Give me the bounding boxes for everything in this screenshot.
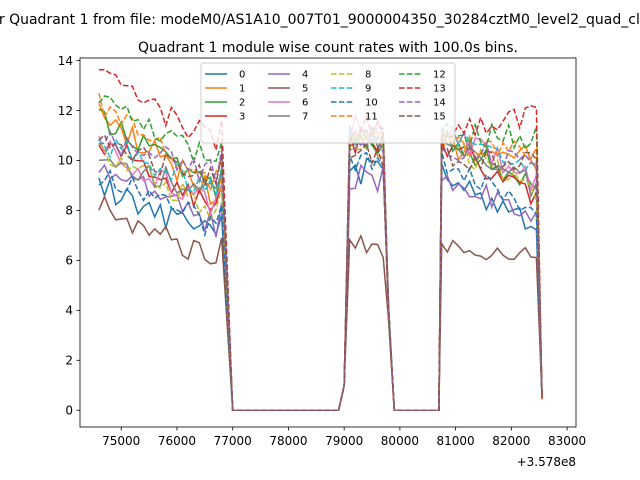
x-offset-label: +3.578e8: [517, 455, 576, 469]
legend-label-5: 5: [302, 84, 308, 95]
legend-label-11: 11: [365, 112, 378, 123]
legend-label-13: 13: [433, 84, 446, 95]
chart-title: Quadrant 1 module wise count rates with …: [138, 40, 518, 56]
series-line-11: [98, 92, 543, 412]
y-tick-label: 12: [58, 104, 73, 118]
series-layer: [98, 68, 543, 412]
legend-box: [200, 62, 456, 144]
legend-label-8: 8: [365, 70, 371, 81]
legend-label-10: 10: [365, 98, 378, 109]
x-tick-label: 79000: [325, 434, 363, 448]
legend-label-12: 12: [433, 70, 446, 81]
figure-suptitle: Plots for Quadrant 1 from file: modeM0/A…: [0, 12, 640, 28]
axes-frame: [79, 57, 577, 428]
x-tick-label: 83000: [548, 434, 586, 448]
x-axis: 75000 76000 77000 78000 79000 80000 81000 82000…: [102, 427, 586, 448]
legend-label-4: 4: [302, 70, 308, 81]
series-line-14: [98, 129, 543, 412]
legend-label-6: 6: [302, 98, 308, 109]
legend-label-14: 14: [433, 98, 446, 109]
x-tick-label: 76000: [158, 434, 196, 448]
x-tick-label: 75000: [102, 434, 140, 448]
y-axis: 0 2 4 6 8 10 12 14: [58, 54, 80, 418]
y-tick-label: 0: [65, 404, 73, 418]
x-tick-label: 78000: [269, 434, 307, 448]
x-tick-label: 81000: [437, 434, 475, 448]
y-tick-label: 8: [65, 204, 73, 218]
legend-label-9: 9: [365, 84, 371, 95]
y-tick-label: 6: [65, 254, 73, 268]
y-tick-label: 14: [58, 54, 73, 68]
x-tick-label: 77000: [214, 434, 252, 448]
x-tick-label: 80000: [381, 434, 419, 448]
y-tick-label: 2: [65, 354, 73, 368]
y-tick-label: 4: [65, 304, 73, 318]
legend-label-7: 7: [302, 112, 308, 123]
legend-label-1: 1: [239, 84, 245, 95]
legend-label-2: 2: [239, 98, 245, 109]
legend-label-15: 15: [433, 112, 446, 123]
legend-label-0: 0: [239, 70, 245, 81]
series-line-15: [98, 133, 543, 412]
legend-label-3: 3: [239, 112, 245, 123]
x-tick-label: 82000: [492, 434, 530, 448]
y-tick-label: 10: [58, 154, 73, 168]
